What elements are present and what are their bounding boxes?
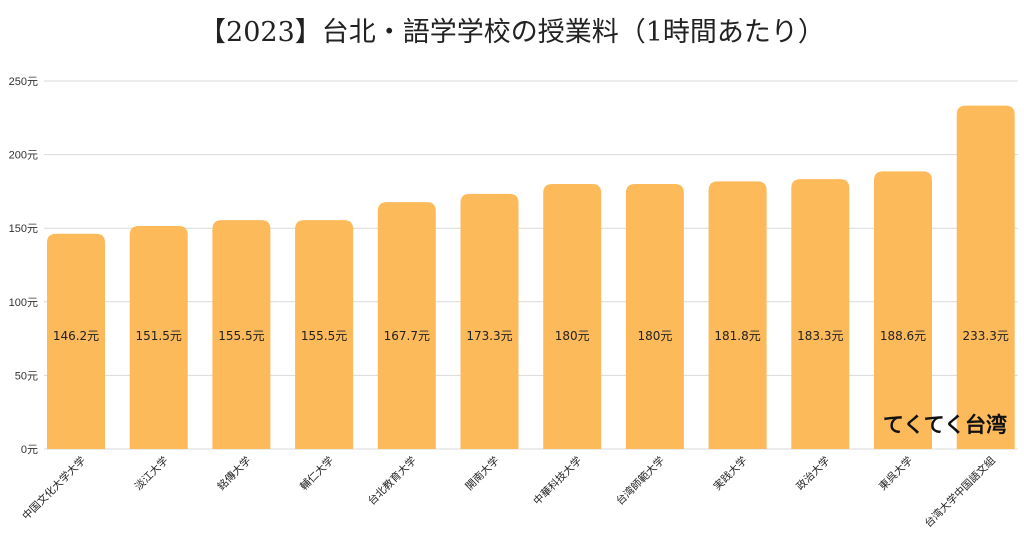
data-labels: 146.2元 151.5元 155.5元 155.5元 167.7元 173.3元 180元… — [53, 329, 1009, 343]
y-axis-ticks: 0元 50元 100元 150元 200元 250元 — [9, 76, 38, 456]
bar — [708, 181, 767, 450]
bar — [212, 220, 271, 449]
data-label: 151.5元 — [136, 329, 182, 343]
x-tick-label: 中国文化大学大学 — [20, 454, 89, 523]
data-label: 155.5元 — [301, 329, 347, 343]
bar — [874, 171, 932, 449]
y-tick-label: 200元 — [9, 150, 38, 162]
bar — [625, 184, 684, 450]
data-label: 155.5元 — [218, 329, 264, 343]
data-label: 146.2元 — [53, 329, 99, 343]
data-label: 167.7元 — [384, 329, 430, 343]
y-tick-label: 250元 — [9, 76, 38, 88]
y-tick-label: 50元 — [15, 370, 38, 382]
bar — [543, 184, 602, 450]
x-tick-label: 開南大学 — [463, 454, 502, 493]
bar — [129, 225, 188, 449]
data-label: 180元 — [555, 329, 590, 343]
x-tick-label: 台北教育大学 — [365, 454, 419, 508]
x-tick-label: 台湾師範大学 — [613, 454, 667, 508]
bar — [956, 105, 1015, 449]
data-label: 188.6元 — [880, 329, 926, 343]
bars — [47, 105, 1015, 450]
data-label: 181.8元 — [714, 329, 760, 343]
bar — [377, 202, 436, 449]
data-label: 183.3元 — [797, 329, 843, 343]
x-tick-label: 台湾大学中国語文組 — [922, 454, 998, 530]
data-label: 180元 — [637, 329, 672, 343]
data-label: 173.3元 — [466, 329, 512, 343]
x-tick-label: 政治大学 — [794, 454, 833, 493]
y-tick-label: 100元 — [9, 297, 38, 309]
bar — [460, 193, 519, 449]
x-tick-label: 実践大学 — [711, 454, 750, 493]
bar — [295, 220, 354, 449]
x-tick-label: 東呉大学 — [876, 454, 915, 493]
x-axis-ticks: 中国文化大学大学 淡江大学 銘傳大学 輔仁大学 台北教育大学 開南大学 中華科技大学 台湾師範… — [20, 454, 999, 530]
y-tick-label: 150元 — [9, 223, 38, 235]
watermark-text: てくてく台湾 — [883, 413, 1007, 437]
bar — [791, 179, 850, 449]
bar — [47, 233, 105, 449]
x-tick-label: 中華科技大学 — [531, 454, 585, 508]
grid-lines — [44, 80, 1018, 450]
data-label: 233.3元 — [963, 329, 1009, 343]
chart-title: 【2023】台北・語学学校の授業料（1時間あたり） — [199, 17, 825, 48]
x-tick-label: 輔仁大学 — [297, 454, 336, 493]
x-tick-label: 銘傳大学 — [215, 454, 254, 493]
x-tick-label: 淡江大学 — [132, 454, 171, 493]
y-tick-label: 0元 — [21, 444, 38, 456]
